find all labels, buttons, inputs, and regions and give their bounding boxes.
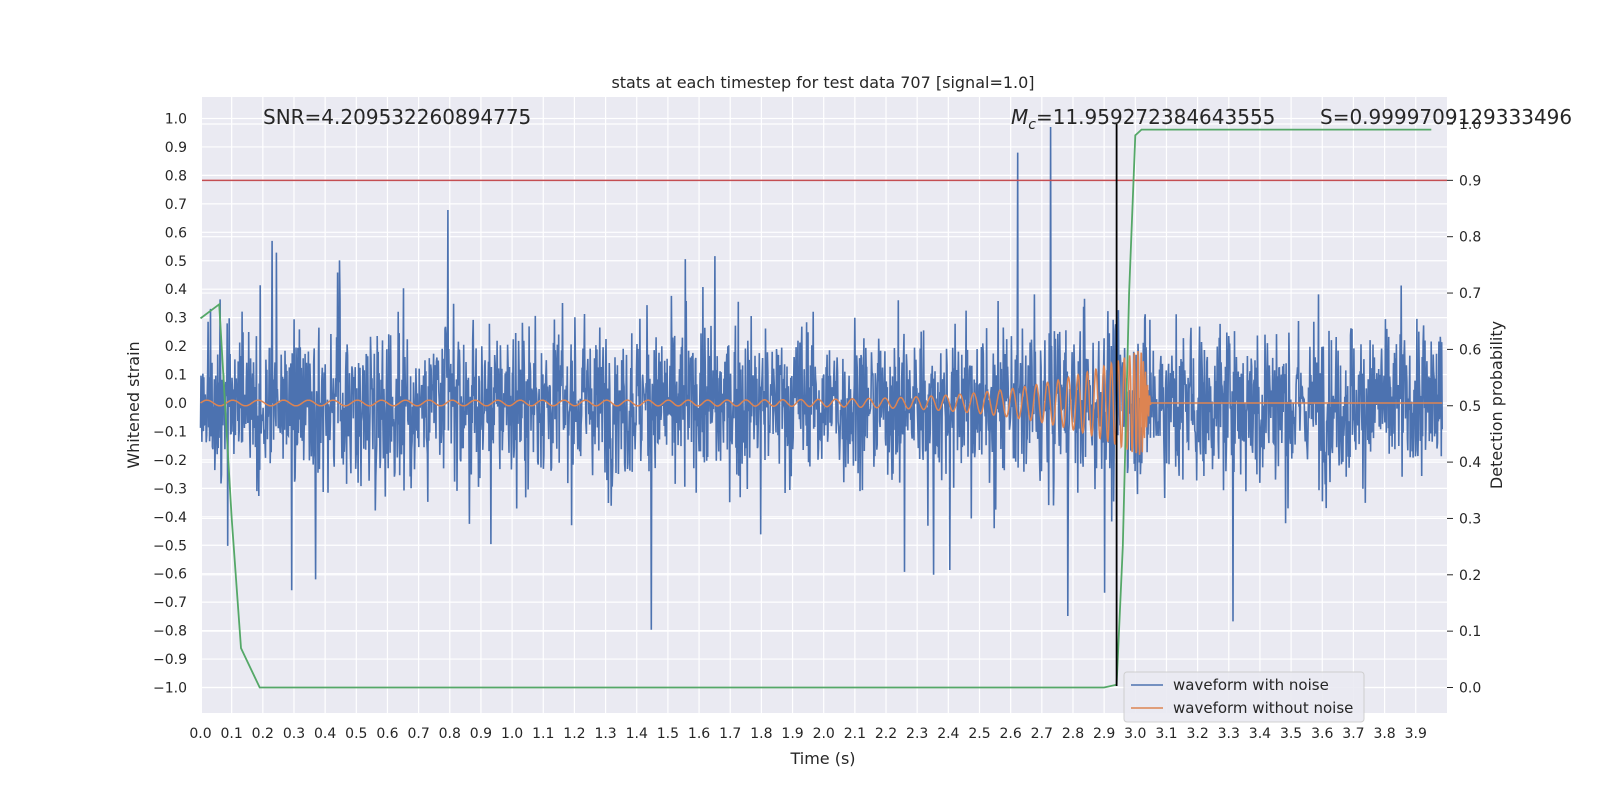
y-tick-label: 0.8 [165, 168, 187, 184]
chirp-mass-annotation: Mc=11.959272384643555 [1011, 105, 1275, 133]
y2-tick-label: 0.6 [1459, 342, 1481, 358]
x-tick-labels: 0.0 0.1 0.2 0.3 0.4 0.5 0.6 0.7 0.8 0.9 1.0 1.1 1.2 1… [189, 726, 1427, 742]
y2-tick-label: 0.2 [1459, 568, 1481, 584]
x-tick-label: 3.0 [1124, 726, 1146, 742]
y2-axis-label: Detection probability [1487, 321, 1506, 489]
y-tick-label: −0.2 [153, 453, 187, 469]
chart-title: stats at each timestep for test data 707… [611, 73, 1034, 92]
y-tick-labels: 1.0 0.9 0.8 0.7 0.6 0.5 0.4 0.3 0.2 0.1 0.0 −0.1 −0.… [153, 112, 187, 697]
x-tick-label: 0.1 [221, 726, 243, 742]
x-tick-label: 3.2 [1186, 726, 1208, 742]
x-tick-label: 0.6 [376, 726, 398, 742]
x-tick-label: 1.5 [657, 726, 679, 742]
x-tick-label: 3.5 [1280, 726, 1302, 742]
x-tick-label: 3.3 [1218, 726, 1240, 742]
x-tick-label: 2.5 [968, 726, 990, 742]
x-tick-label: 2.6 [1000, 726, 1022, 742]
y-tick-label: 0.9 [165, 140, 187, 156]
x-tick-label: 3.6 [1311, 726, 1333, 742]
x-tick-label: 2.3 [906, 726, 928, 742]
y2-tick-label: 0.5 [1459, 399, 1481, 415]
y-tick-label: 0.2 [165, 339, 187, 355]
x-tick-label: 1.1 [532, 726, 554, 742]
y-axis-label: Whitened strain [124, 341, 143, 468]
x-tick-label: 1.0 [501, 726, 523, 742]
x-tick-label: 0.7 [407, 726, 429, 742]
x-tick-label: 2.4 [937, 726, 959, 742]
x-axis-label: Time (s) [789, 749, 855, 768]
y2-tick-label: 0.0 [1459, 681, 1481, 697]
x-tick-label: 0.9 [470, 726, 492, 742]
x-tick-label: 3.8 [1373, 726, 1395, 742]
x-tick-label: 0.2 [252, 726, 274, 742]
x-tick-label: 2.9 [1093, 726, 1115, 742]
x-tick-label: 0.3 [283, 726, 305, 742]
y-tick-label: −0.5 [153, 538, 187, 554]
x-tick-label: 2.0 [813, 726, 835, 742]
x-tick-label: 1.6 [688, 726, 710, 742]
y2-tick-labels: 1.0 0.9 0.8 0.7 0.6 0.5 0.4 0.3 0.2 0.1 0.0 [1459, 117, 1481, 697]
x-tick-label: 2.8 [1062, 726, 1084, 742]
x-tick-label: 1.9 [781, 726, 803, 742]
legend: waveform with noise waveform without noi… [1123, 671, 1365, 723]
y-tick-label: −1.0 [153, 681, 187, 697]
x-tick-label: 0.8 [439, 726, 461, 742]
y-tick-label: 1.0 [165, 112, 187, 128]
y2-tick-label: 0.9 [1459, 173, 1481, 189]
x-tick-label: 3.7 [1342, 726, 1364, 742]
x-tick-label: 0.4 [314, 726, 336, 742]
plot-area [199, 124, 1447, 689]
y-tick-label: −0.1 [153, 424, 187, 440]
series-waveform-with-noise [199, 126, 1443, 630]
y-tick-label: 0.6 [165, 225, 187, 241]
y-tick-label: −0.4 [153, 510, 187, 526]
x-tick-label: 0.0 [189, 726, 211, 742]
x-tick-label: 3.4 [1249, 726, 1271, 742]
y2-tick-label: 0.8 [1459, 230, 1481, 246]
score-annotation: S=0.9999709129333496 [1320, 105, 1572, 129]
x-tick-label: 1.7 [719, 726, 741, 742]
x-tick-label: 1.8 [750, 726, 772, 742]
y2-tick-label: 0.4 [1459, 455, 1481, 471]
y-tick-label: −0.7 [153, 595, 187, 611]
mc-symbol: M [1011, 105, 1028, 129]
x-tick-label: 1.3 [594, 726, 616, 742]
y-tick-label: 0.3 [165, 311, 187, 327]
x-tick-label: 2.2 [875, 726, 897, 742]
snr-annotation: SNR=4.209532260894775 [263, 105, 531, 129]
y-tick-label: 0.7 [165, 197, 187, 213]
y2-tick-label: 0.7 [1459, 286, 1481, 302]
y-tick-label: 0.0 [165, 396, 187, 412]
y-tick-label: −0.6 [153, 567, 187, 583]
x-tick-label: 3.1 [1155, 726, 1177, 742]
mc-value: =11.959272384643555 [1036, 105, 1275, 129]
x-tick-label: 1.2 [563, 726, 585, 742]
legend-box [1123, 671, 1365, 723]
y-tick-label: −0.9 [153, 652, 187, 668]
y-tick-label: 0.1 [165, 368, 187, 384]
x-tick-label: 3.9 [1405, 726, 1427, 742]
y2-tick-label: 1.0 [1459, 117, 1481, 133]
legend-label-noise: waveform with noise [1173, 676, 1329, 694]
x-tick-label: 2.7 [1031, 726, 1053, 742]
x-tick-label: 1.4 [626, 726, 648, 742]
y2-tick-label: 0.3 [1459, 511, 1481, 527]
y2-tick-label: 0.1 [1459, 624, 1481, 640]
x-tick-label: 2.1 [844, 726, 866, 742]
y-tick-label: 0.4 [165, 282, 187, 298]
legend-label-clean: waveform without noise [1173, 699, 1353, 717]
y-tick-label: −0.3 [153, 481, 187, 497]
x-tick-label: 0.5 [345, 726, 367, 742]
series-waveform-without-noise [200, 350, 1443, 455]
y-tick-label: 0.5 [165, 254, 187, 270]
mc-subscript: c [1028, 117, 1036, 133]
y-tick-label: −0.8 [153, 624, 187, 640]
